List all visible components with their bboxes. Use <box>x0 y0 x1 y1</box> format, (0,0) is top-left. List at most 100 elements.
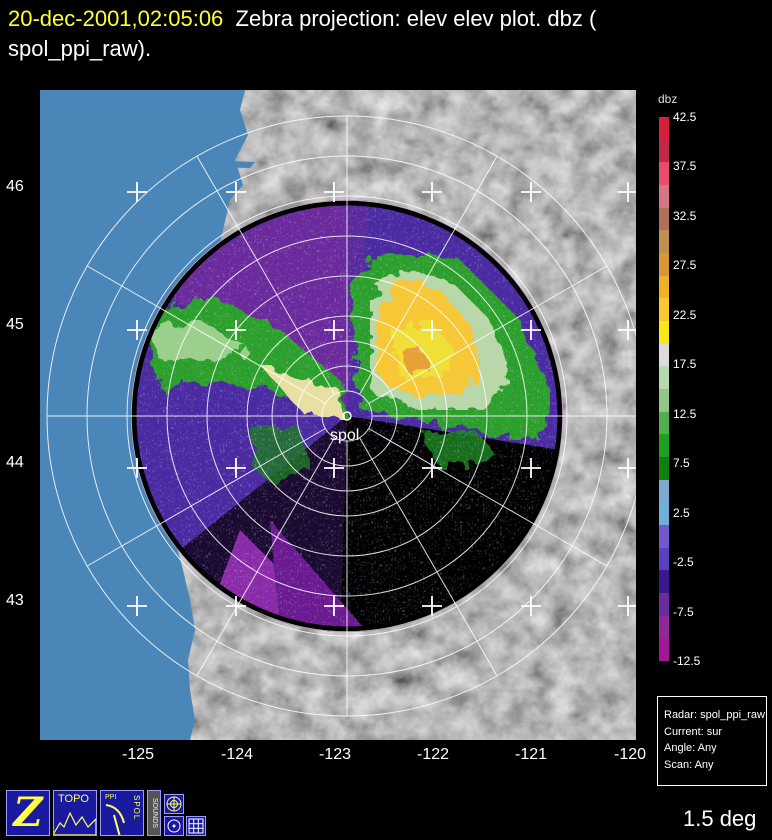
azimuth-spoke <box>359 155 498 395</box>
colorbar-swatch <box>659 321 669 344</box>
target-icon <box>167 819 181 833</box>
topo-label: TOPO <box>58 793 89 805</box>
latlon-cross <box>226 182 246 202</box>
azimuth-spoke <box>368 428 608 567</box>
colorbar-label: -2.5 <box>673 555 694 570</box>
info-angle: Angle: Any <box>664 742 717 754</box>
colorbar-label: -12.5 <box>673 654 701 668</box>
lat-label-44: 44 <box>6 454 24 471</box>
colorbar-label: 37.5 <box>673 159 697 174</box>
latlon-cross <box>127 182 147 202</box>
colorbar-label: 22.5 <box>673 307 697 322</box>
azimuth-spoke <box>196 155 335 395</box>
colorbar-swatch <box>659 366 669 390</box>
latlon-cross <box>618 458 636 478</box>
colorbar-swatch <box>659 139 669 163</box>
latlon-cross <box>127 320 147 340</box>
range-rings <box>46 115 636 717</box>
radar-site-label: spol <box>330 427 359 444</box>
colorbar-label: -7.5 <box>673 604 694 619</box>
latlon-cross <box>324 596 344 616</box>
colorbar-swatch <box>659 434 669 458</box>
latlon-cross <box>521 320 541 340</box>
colorbar-swatch <box>659 615 669 639</box>
zebra-logo-button[interactable]: Z <box>6 790 50 836</box>
ppi-label: PPI <box>105 794 117 801</box>
latlon-cross <box>324 320 344 340</box>
colorbar-label: 2.5 <box>673 505 690 520</box>
elevation-angle-readout: 1.5 deg <box>683 806 757 831</box>
lat-label-46: 46 <box>6 178 24 195</box>
info-radar: Radar: spol_ppi_raw <box>664 709 765 721</box>
latlon-cross <box>324 182 344 202</box>
colorbar-label: 12.5 <box>673 406 697 421</box>
latlon-cross <box>127 458 147 478</box>
latlon-cross <box>127 596 147 616</box>
lon-label-122: -122 <box>416 746 450 763</box>
title-line2: spol_ppi_raw). <box>8 36 152 61</box>
colorbar-swatch <box>659 502 669 526</box>
colorbar-label: 32.5 <box>673 208 697 223</box>
latlon-cross <box>422 596 442 616</box>
lon-label-124: -124 <box>220 746 254 763</box>
zebra-z-label: Z <box>13 790 43 836</box>
azimuth-spoke <box>368 265 608 404</box>
colorbar-swatch <box>659 457 669 480</box>
info-current: Current: sur <box>664 725 723 738</box>
colorbar <box>659 117 669 662</box>
azimuth-spoke <box>359 437 498 677</box>
topo-button[interactable]: TOPO <box>53 790 97 836</box>
lon-label-125: -125 <box>121 746 155 763</box>
azimuth-spoke <box>86 265 326 404</box>
latlon-cross <box>521 458 541 478</box>
latlon-grid-button[interactable] <box>186 816 206 836</box>
colorbar-swatch <box>659 162 669 186</box>
colorbar-swatch <box>659 411 669 435</box>
lon-label-121: -121 <box>514 746 548 763</box>
mountain-icon <box>54 811 96 835</box>
ppi-spol-button[interactable]: PPI SPOL <box>100 790 144 836</box>
colorbar-swatch <box>659 253 669 276</box>
colorbar-label: 7.5 <box>673 456 690 471</box>
latlon-cross <box>422 458 442 478</box>
colorbar-swatch <box>659 570 669 594</box>
latlon-cross <box>226 596 246 616</box>
latlon-cross <box>226 320 246 340</box>
polar-grid-button[interactable] <box>164 794 184 814</box>
latlon-cross <box>422 182 442 202</box>
colorbar-swatch <box>659 275 669 299</box>
latlon-cross <box>521 596 541 616</box>
latlon-crosses <box>127 182 636 616</box>
location-button[interactable] <box>164 816 184 836</box>
soundings-button[interactable]: SOUNDS <box>147 790 161 836</box>
spol-label: SPOL <box>132 795 141 821</box>
title-line1: Zebra projection: elev elev plot. dbz ( <box>235 6 597 31</box>
colorbar-swatch <box>659 298 669 322</box>
latlon-cross <box>618 596 636 616</box>
colorbar-swatch <box>659 185 669 208</box>
colorbar-swatch <box>659 207 669 231</box>
radar-dish-icon <box>105 804 125 835</box>
colorbar-swatch <box>659 343 669 367</box>
latlon-cross <box>618 182 636 202</box>
latlon-cross <box>324 458 344 478</box>
radar-info-box: Radar: spol_ppi_raw Current: sur Angle: … <box>657 696 767 786</box>
colorbar-swatch <box>659 389 669 412</box>
latlon-cross <box>521 182 541 202</box>
radar-map[interactable]: spol <box>40 90 636 740</box>
grid-icon <box>188 818 204 834</box>
colorbar-swatch <box>659 593 669 616</box>
lat-label-43: 43 <box>6 592 24 609</box>
colorbar-title: dbz <box>658 92 678 106</box>
plot-title: 20-dec-2001,02:05:06 Zebra projection: e… <box>8 4 596 64</box>
small-tools <box>164 794 206 836</box>
colorbar-swatch <box>659 479 669 503</box>
lat-label-45: 45 <box>6 316 24 333</box>
colorbar-label: 42.5 <box>673 110 697 124</box>
latlon-cross <box>226 458 246 478</box>
colorbar-swatch <box>659 117 669 140</box>
colorbar-swatch <box>659 230 669 254</box>
lon-label-123: -123 <box>318 746 352 763</box>
colorbar-swatch <box>659 638 669 662</box>
